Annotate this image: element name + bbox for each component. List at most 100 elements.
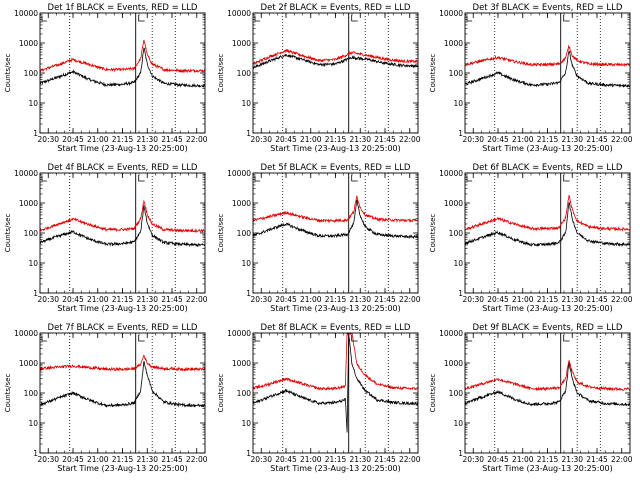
- x-tick-label: 22:00: [399, 135, 421, 144]
- y-tick-label: 1000: [232, 39, 251, 48]
- x-tick-label: 21:45: [161, 455, 183, 464]
- legend-glyph: [351, 175, 358, 182]
- panel-title: Det 7f BLACK = Events, RED = LLD: [48, 323, 198, 333]
- x-tick-label: 20:30: [37, 455, 59, 464]
- x-tick-label: 20:30: [250, 455, 272, 464]
- x-axis-label: Start Time (23-Aug-13 20:25:00): [57, 144, 188, 153]
- y-tick-label: 1: [458, 289, 463, 298]
- x-axis-label: Start Time (23-Aug-13 20:25:00): [482, 464, 613, 473]
- y-tick-label: 10000: [14, 169, 38, 178]
- panel-4: Det 4f BLACK = Events, RED = LLD 1 10 100 10…: [4, 163, 208, 313]
- legend-glyph: [138, 15, 145, 22]
- x-tick-label: 21:15: [325, 455, 347, 464]
- series-events: [40, 47, 205, 89]
- y-tick-label: 1000: [19, 359, 38, 368]
- x-tick-label: 21:00: [300, 295, 322, 304]
- y-tick-label: 1000: [444, 39, 463, 48]
- panel-title: Det 2f BLACK = Events, RED = LLD: [261, 3, 411, 13]
- x-tick-label: 22:00: [186, 135, 208, 144]
- y-tick-label: 10: [241, 419, 251, 428]
- y-tick-label: 10000: [439, 9, 463, 18]
- x-tick-label: 22:00: [611, 455, 633, 464]
- series-events: [40, 205, 205, 248]
- x-tick-label: 21:30: [561, 295, 583, 304]
- x-tick-label: 21:15: [537, 295, 559, 304]
- y-tick-label: 100: [237, 229, 252, 238]
- x-tick-label: 20:45: [275, 455, 297, 464]
- series-lld: [465, 194, 630, 232]
- y-tick-label: 10: [28, 419, 38, 428]
- x-tick-label: 22:00: [611, 295, 633, 304]
- panel-6: Det 6f BLACK = Events, RED = LLD 1 10 100 10…: [429, 163, 633, 313]
- y-tick-label: 100: [24, 229, 39, 238]
- y-tick-label: 1: [246, 449, 251, 458]
- x-tick-label: 21:15: [537, 135, 559, 144]
- panel-2: Det 2f BLACK = Events, RED = LLD 1 10 100 10…: [217, 3, 421, 153]
- x-tick-label: 21:45: [586, 295, 608, 304]
- x-tick-label: 20:45: [487, 295, 509, 304]
- x-tick-label: 20:45: [275, 135, 297, 144]
- x-tick-label: 21:15: [325, 295, 347, 304]
- x-tick-label: 21:00: [300, 455, 322, 464]
- y-tick-label: 1: [246, 289, 251, 298]
- panel-3: Det 3f BLACK = Events, RED = LLD 1 10 100 10…: [429, 3, 633, 153]
- y-axis-label: Counts/sec: [4, 374, 12, 413]
- series-lld: [40, 354, 205, 372]
- x-tick-label: 21:30: [561, 135, 583, 144]
- y-axis-label: Counts/sec: [4, 54, 12, 93]
- x-tick-label: 21:00: [512, 135, 534, 144]
- panel-title: Det 9f BLACK = Events, RED = LLD: [473, 323, 623, 333]
- y-tick-label: 10000: [227, 9, 251, 18]
- legend-glyph: [351, 335, 358, 342]
- x-tick-label: 21:45: [161, 295, 183, 304]
- y-tick-label: 100: [24, 389, 39, 398]
- x-tick-label: 20:30: [462, 455, 484, 464]
- x-tick-label: 20:45: [62, 455, 84, 464]
- series-lld: [253, 333, 418, 391]
- y-tick-label: 1000: [444, 199, 463, 208]
- x-tick-label: 21:00: [87, 135, 109, 144]
- y-tick-label: 10000: [14, 329, 38, 338]
- x-tick-label: 22:00: [399, 455, 421, 464]
- x-tick-label: 21:00: [87, 455, 109, 464]
- y-axis-label: Counts/sec: [217, 374, 225, 413]
- x-tick-label: 20:30: [250, 295, 272, 304]
- series-events: [465, 202, 630, 247]
- y-tick-label: 100: [449, 229, 464, 238]
- y-tick-label: 1000: [232, 199, 251, 208]
- y-tick-label: 10: [28, 99, 38, 108]
- y-tick-label: 1000: [232, 359, 251, 368]
- x-tick-label: 21:00: [300, 135, 322, 144]
- x-tick-label: 20:45: [487, 135, 509, 144]
- series-events: [253, 53, 418, 70]
- y-axis-label: Counts/sec: [217, 214, 225, 253]
- x-axis-label: Start Time (23-Aug-13 20:25:00): [270, 464, 401, 473]
- y-tick-label: 100: [237, 69, 252, 78]
- series-events: [253, 199, 418, 240]
- x-tick-label: 21:30: [136, 295, 158, 304]
- legend-glyph: [563, 175, 570, 182]
- panel-5: Det 5f BLACK = Events, RED = LLD 1 10 100 10…: [217, 163, 421, 313]
- panel-title: Det 6f BLACK = Events, RED = LLD: [473, 163, 623, 173]
- y-axis-label: Counts/sec: [4, 214, 12, 253]
- y-tick-label: 100: [449, 389, 464, 398]
- y-tick-label: 10: [241, 259, 251, 268]
- x-tick-label: 21:45: [374, 135, 396, 144]
- panel-title: Det 1f BLACK = Events, RED = LLD: [48, 3, 198, 13]
- series-events: [40, 361, 205, 408]
- series-events: [465, 361, 630, 407]
- y-tick-label: 1000: [444, 359, 463, 368]
- panel-9: Det 9f BLACK = Events, RED = LLD 1 10 100 10…: [429, 323, 633, 473]
- y-tick-label: 10000: [227, 329, 251, 338]
- x-axis-label: Start Time (23-Aug-13 20:25:00): [482, 144, 613, 153]
- y-tick-label: 1: [33, 289, 38, 298]
- y-tick-label: 1: [458, 449, 463, 458]
- y-axis-label: Counts/sec: [429, 54, 437, 93]
- series-lld: [253, 48, 418, 66]
- x-axis-label: Start Time (23-Aug-13 20:25:00): [482, 304, 613, 313]
- panel-1: Det 1f BLACK = Events, RED = LLD 1 10 100 10…: [4, 3, 208, 153]
- y-tick-label: 100: [24, 69, 39, 78]
- x-tick-label: 21:30: [349, 135, 371, 144]
